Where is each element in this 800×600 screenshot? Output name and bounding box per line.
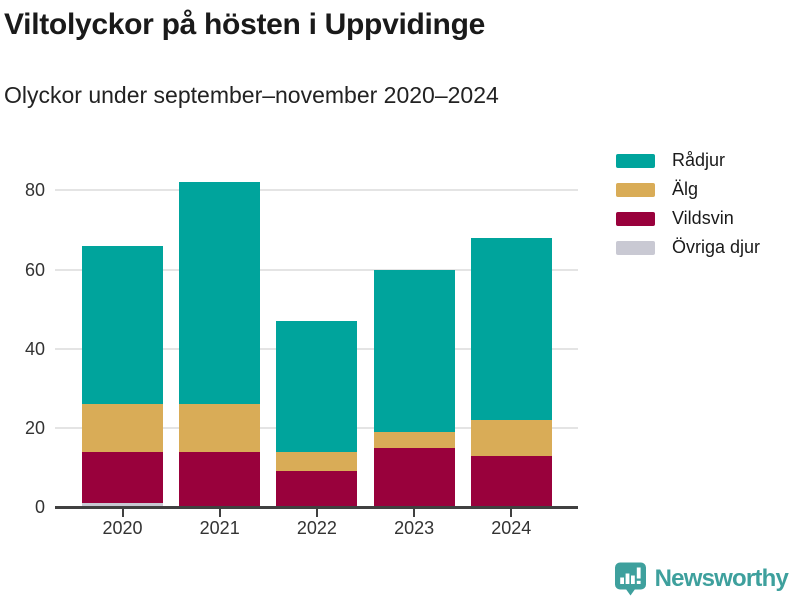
legend-label-Rådjur: Rådjur xyxy=(672,150,726,170)
legend-item-Älg: Älg xyxy=(616,175,760,204)
x-tick-2020 xyxy=(121,507,124,517)
y-tick-label-80: 80 xyxy=(24,180,45,201)
newsworthy-logo-icon xyxy=(614,562,646,596)
bar-segment-Vildsvin-2023 xyxy=(373,447,455,507)
brand-logo[interactable]: Newsworthy xyxy=(614,562,789,596)
bar-segment-Rådjur-2021 xyxy=(179,182,261,405)
bar-segment-Älg-2022 xyxy=(276,451,358,472)
bar-segment-Vildsvin-2021 xyxy=(179,451,261,507)
bar-segment-Övriga djur-2020 xyxy=(82,503,163,507)
x-tick-label-2021: 2021 xyxy=(199,518,240,538)
legend: Rådjur Älg Vildsvin Övriga djur xyxy=(616,146,760,262)
legend-label-Älg: Älg xyxy=(672,179,699,199)
x-tick-label-2020: 2020 xyxy=(102,518,143,538)
bar-segment-Älg-2024 xyxy=(470,419,552,456)
bar-segment-Rådjur-2024 xyxy=(470,237,552,420)
x-tick-2021 xyxy=(218,507,221,517)
bar-segment-Rådjur-2023 xyxy=(373,269,455,432)
x-tick-label-2023: 2023 xyxy=(394,518,435,538)
x-tick-2023 xyxy=(413,507,416,517)
brand-name: Newsworthy xyxy=(654,565,789,592)
legend-swatch-Vildsvin xyxy=(616,211,655,226)
legend-swatch-Övriga djur xyxy=(616,240,655,255)
bar-segment-Älg-2021 xyxy=(179,404,261,452)
legend-item-Rådjur: Rådjur xyxy=(616,146,760,175)
x-tick-2022 xyxy=(315,507,318,517)
x-tick-label-2024: 2024 xyxy=(491,518,532,538)
y-tick-label-60: 60 xyxy=(24,259,45,280)
x-tick-2024 xyxy=(510,507,513,517)
gridline-80 xyxy=(55,189,578,192)
bar-segment-Rådjur-2022 xyxy=(276,320,358,452)
y-tick-label-0: 0 xyxy=(34,497,45,517)
legend-label-Övriga djur: Övriga djur xyxy=(672,237,761,257)
bar-segment-Vildsvin-2024 xyxy=(470,455,552,507)
legend-item-Vildsvin: Vildsvin xyxy=(616,204,760,233)
chart-title: Viltolyckor på hösten i Uppvidinge xyxy=(4,8,485,41)
legend-item-Övriga djur: Övriga djur xyxy=(616,233,760,262)
legend-swatch-Rådjur xyxy=(616,153,655,168)
y-tick-label-20: 20 xyxy=(24,417,45,438)
legend-swatch-Älg xyxy=(616,182,655,197)
legend-label-Vildsvin: Vildsvin xyxy=(672,208,734,228)
y-tick-label-40: 40 xyxy=(24,338,45,359)
bar-segment-Vildsvin-2020 xyxy=(82,451,163,504)
bar-segment-Älg-2020 xyxy=(82,404,163,452)
x-tick-label-2022: 2022 xyxy=(296,518,337,538)
gridline-60 xyxy=(55,268,578,271)
bar-segment-Rådjur-2020 xyxy=(82,245,163,405)
chart-subtitle: Olyckor under september–november 2020–20… xyxy=(4,82,499,108)
bar-segment-Älg-2023 xyxy=(373,431,455,448)
bar-segment-Vildsvin-2022 xyxy=(276,471,358,507)
